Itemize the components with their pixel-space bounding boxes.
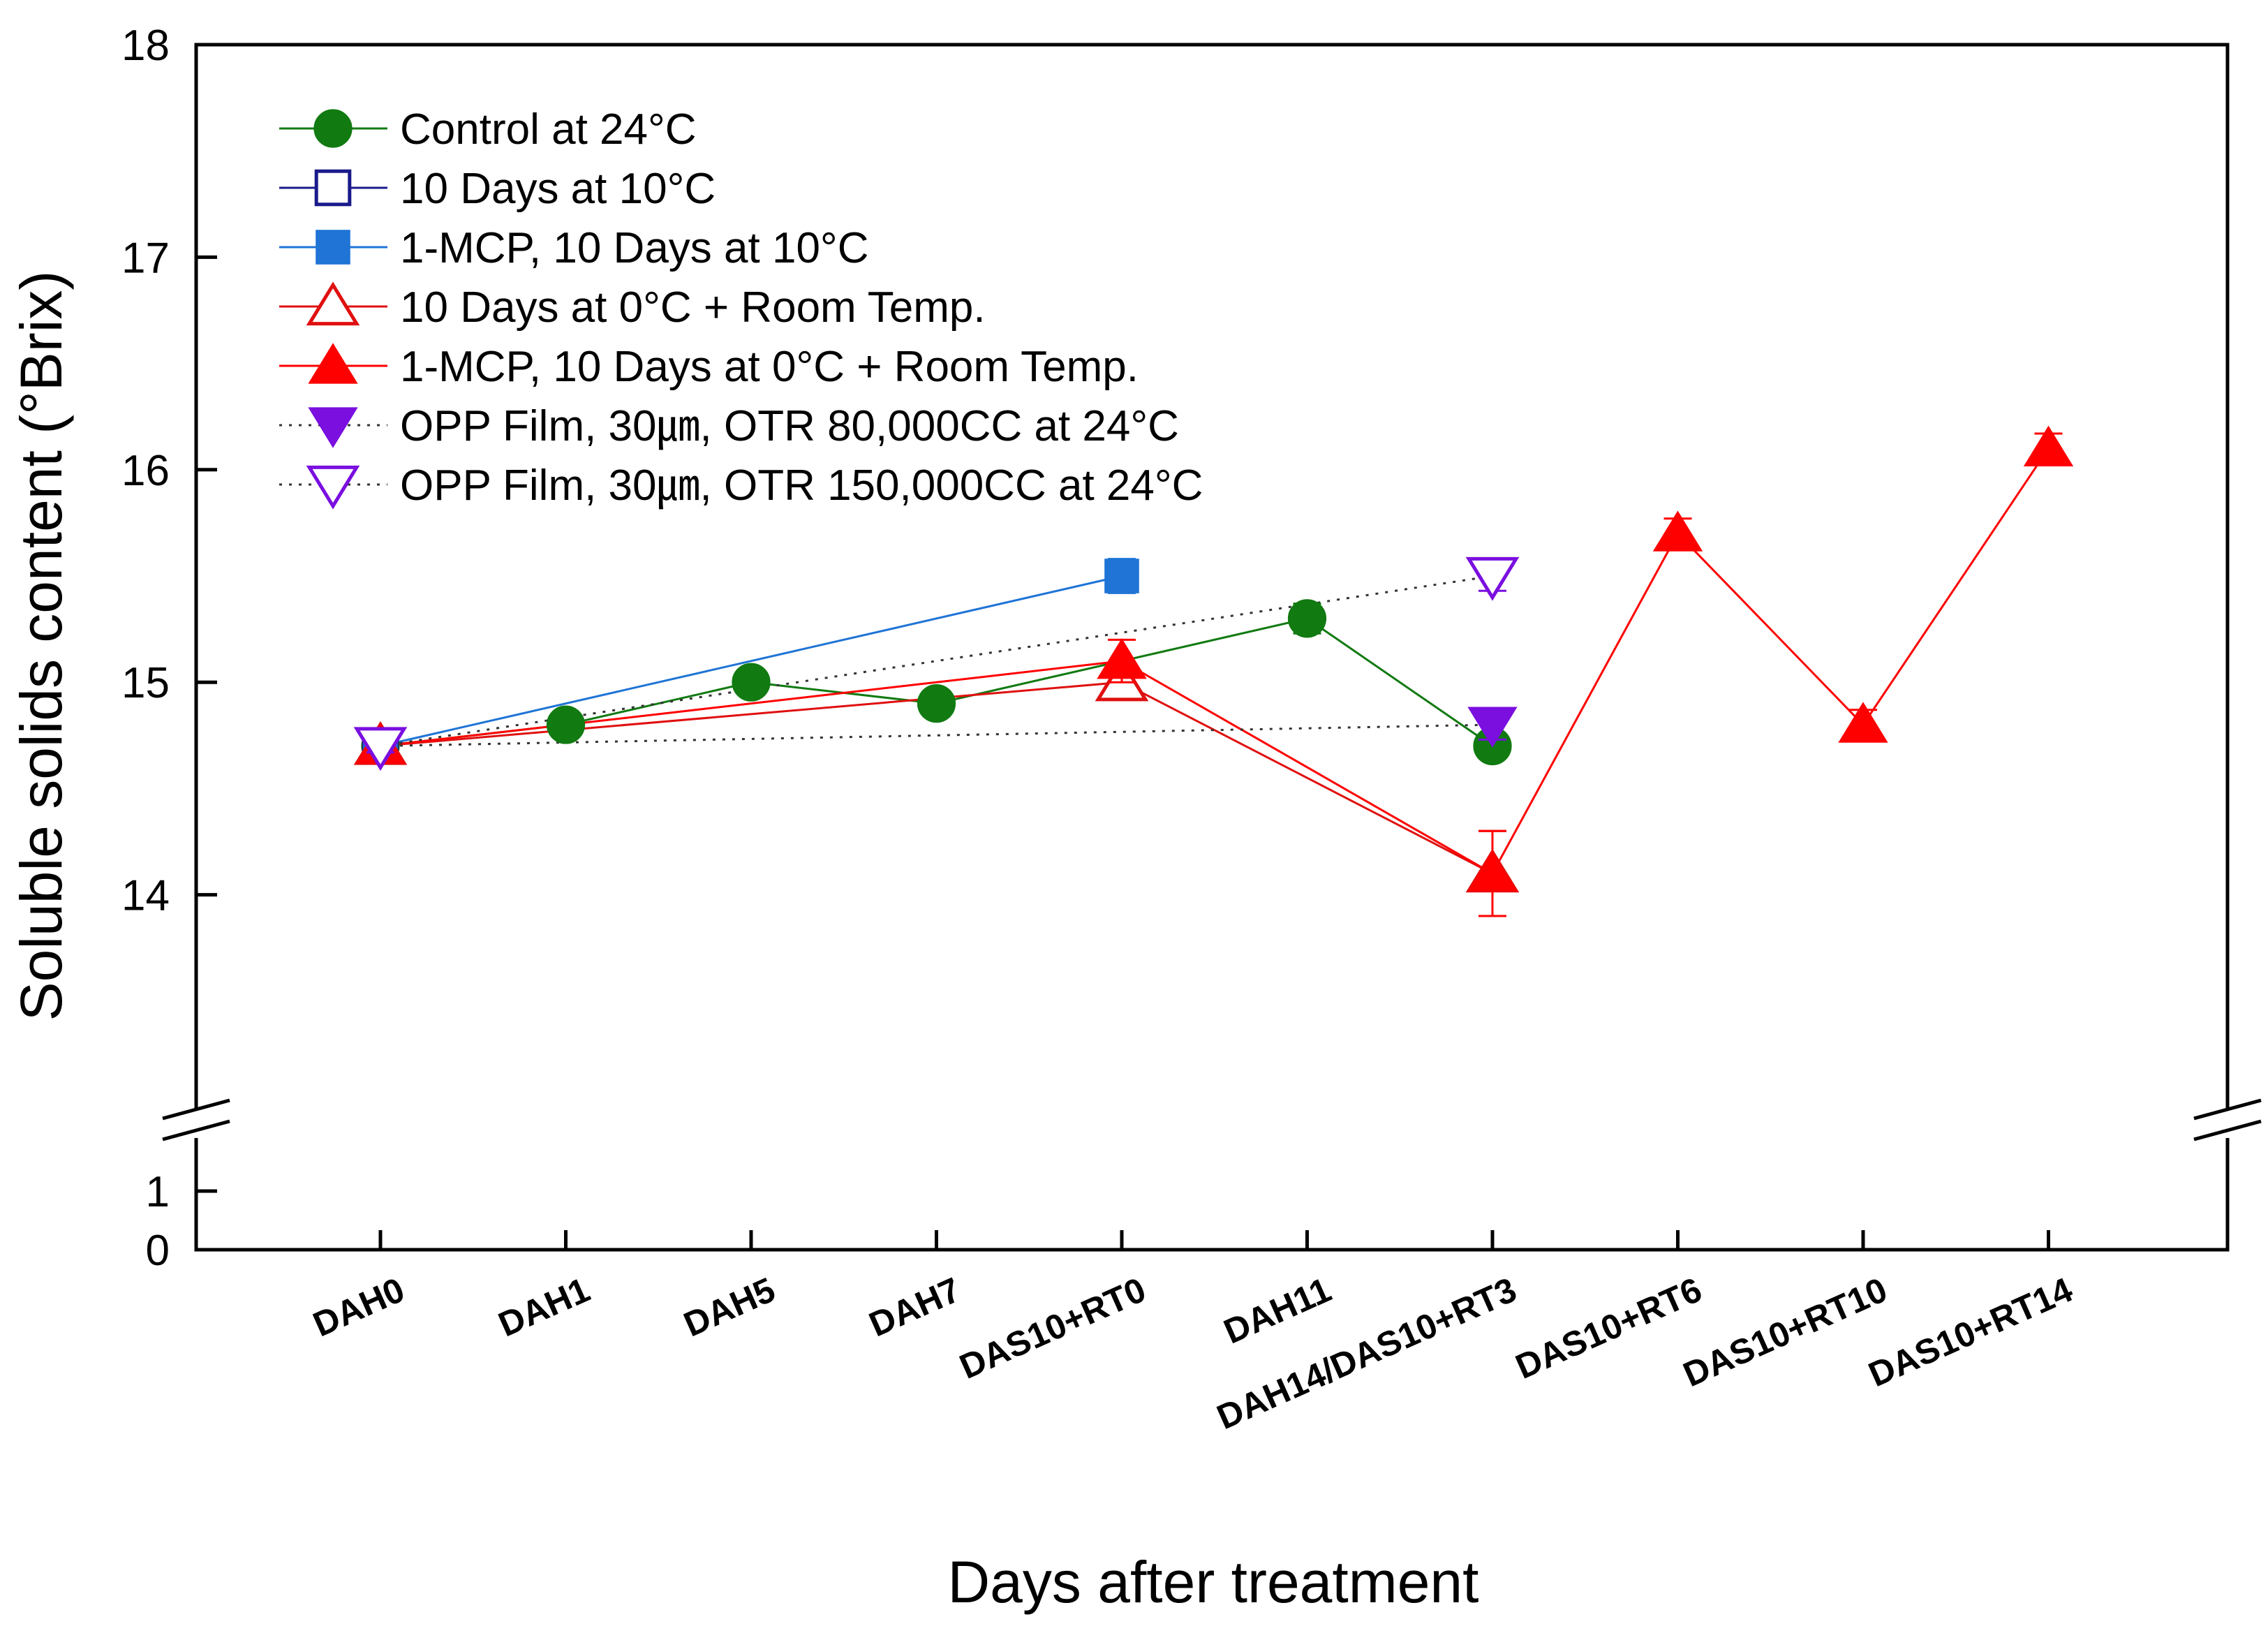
- series-line: [380, 448, 2050, 875]
- data-point: [314, 169, 352, 207]
- y-tick-label: 18: [121, 22, 170, 70]
- axis-break-mark: [2193, 1119, 2262, 1141]
- data-point: [1465, 556, 1520, 601]
- y-tick-label: 15: [121, 659, 170, 707]
- x-tick-label: DAH5: [678, 1270, 780, 1345]
- axis-break-mark: [162, 1098, 230, 1121]
- x-tick-label: DAH0: [307, 1270, 410, 1345]
- y-tick-label: 16: [121, 447, 170, 495]
- series-lines: [380, 448, 2050, 875]
- axis-break-mark: [162, 1119, 230, 1141]
- data-point: [1652, 510, 1703, 552]
- data-point: [1104, 559, 1139, 593]
- data-point: [2023, 425, 2074, 466]
- y-axis-title: Soluble solids content (°Brix): [8, 271, 74, 1021]
- y-axis: 14 15 16 17 18 0 1: [121, 22, 217, 1275]
- data-point: [1097, 638, 1147, 679]
- x-tick-label: DAH11: [1218, 1270, 1337, 1352]
- axis-break: [162, 1098, 2262, 1141]
- legend-label: 1-MCP, 10 Days at 0°C + Room Temp.: [400, 343, 1139, 391]
- x-tick-label: DAS10+RT0: [954, 1270, 1151, 1387]
- x-tick-label: DAH1: [493, 1270, 595, 1345]
- axis-break-mark: [2193, 1098, 2262, 1121]
- legend-label: 10 Days at 10°C: [400, 165, 716, 213]
- y-tick-label: 17: [121, 234, 170, 282]
- y-tick-label: 1: [146, 1168, 170, 1216]
- data-point: [306, 465, 360, 510]
- legend-label: 1-MCP, 10 Days at 10°C: [400, 224, 869, 272]
- data-point: [306, 281, 360, 326]
- legend: Control at 24°C 10 Days at 10°C 1-MCP, 10 …: [279, 105, 1203, 510]
- series-markers: [353, 425, 2074, 917]
- data-point: [308, 407, 358, 448]
- data-point: [308, 343, 358, 384]
- x-tick-label: DAS10+RT14: [1863, 1270, 2079, 1394]
- data-point: [1467, 850, 1518, 892]
- data-point: [917, 684, 956, 723]
- data-point: [732, 663, 771, 702]
- x-tick-label: DAH14/DAS10+RT3: [1211, 1270, 1522, 1437]
- legend-label: OPP Film, 30㎛, OTR 150,000CC at 24°C: [400, 461, 1203, 510]
- data-point: [1838, 702, 1888, 743]
- legend-label: OPP Film, 30㎛, OTR 80,000CC at 24°C: [400, 402, 1179, 450]
- data-point: [1467, 707, 1518, 748]
- data-point: [316, 230, 350, 265]
- y-tick-label: 14: [121, 872, 170, 920]
- x-tick-label: DAS10+RT6: [1510, 1270, 1707, 1387]
- x-tick-label: DAH7: [864, 1270, 966, 1345]
- legend-label: Control at 24°C: [400, 105, 697, 154]
- series-line: [380, 575, 1122, 747]
- x-axis-title: Days after treatment: [948, 1549, 1479, 1615]
- legend-label: 10 Days at 0°C + Room Temp.: [400, 283, 986, 332]
- x-tick-label: DAS10+RT10: [1677, 1270, 1892, 1394]
- data-point: [1287, 599, 1327, 638]
- data-point: [353, 727, 408, 771]
- data-point: [313, 109, 353, 148]
- plot-frame: [194, 43, 2230, 1252]
- plot-border: [194, 43, 2230, 1252]
- data-point: [546, 705, 586, 744]
- y-tick-label: 0: [146, 1227, 170, 1275]
